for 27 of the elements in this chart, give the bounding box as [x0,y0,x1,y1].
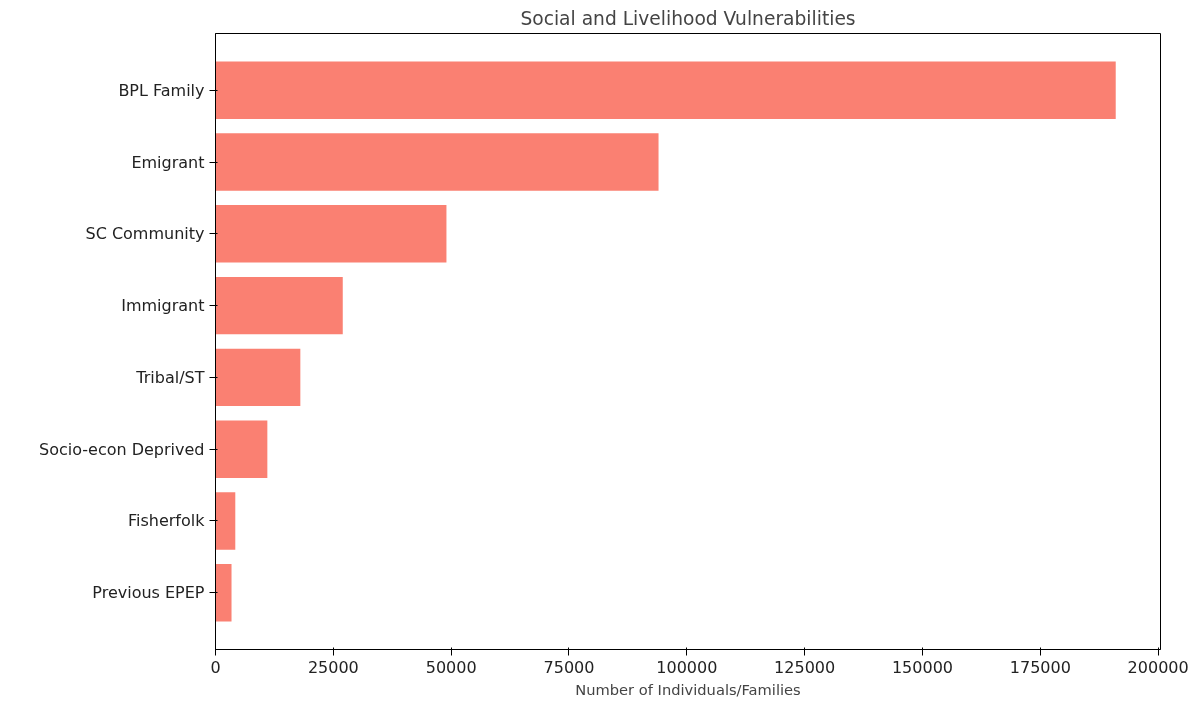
bar [215,564,232,622]
x-tick-label: 200000 [1127,657,1189,677]
y-tick-label: Immigrant [121,296,205,316]
x-tick-label: 50000 [425,657,477,677]
bar [215,61,1116,119]
x-tick-label: 25000 [307,657,359,677]
x-tick-label: 125000 [774,657,836,677]
y-tick-label: Tribal/ST [135,367,205,387]
x-tick-label: 150000 [891,657,954,677]
y-tick-label: Previous EPEP [92,583,205,603]
y-tick-label: Socio-econ Deprived [38,439,205,459]
y-tick-label: Emigrant [131,152,205,172]
x-tick-label: 175000 [1009,657,1071,677]
bar [215,420,268,478]
x-tick-label: 100000 [656,657,718,677]
x-tick-label: 0 [210,657,221,677]
y-tick-label: SC Community [85,224,205,244]
x-tick-label: 75000 [543,657,595,677]
bar [215,133,659,191]
bar [215,276,343,335]
chart-title: Social and Livelihood Vulnerabilities [520,7,856,29]
x-axis-title: Number of Individuals/Families [575,680,801,698]
y-tick-label: BPL Family [118,80,205,100]
bar [215,492,236,550]
bar [215,205,447,263]
y-tick-label: Fisherfolk [127,511,206,531]
bar [215,348,301,407]
